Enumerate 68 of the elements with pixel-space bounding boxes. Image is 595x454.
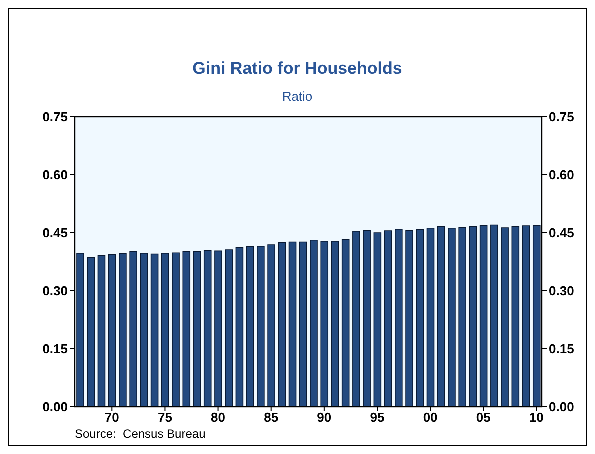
bar <box>130 252 138 407</box>
source-note: Source: Census Bureau <box>75 427 206 441</box>
bar <box>352 231 360 407</box>
bar <box>172 252 180 407</box>
bar <box>363 230 371 407</box>
bar <box>162 253 170 407</box>
bar <box>98 255 106 407</box>
bar <box>87 257 96 407</box>
bar <box>501 228 509 407</box>
bar <box>416 230 424 407</box>
x-tick-label: 80 <box>211 410 226 426</box>
bar <box>480 225 488 407</box>
y-tick-label: 0.00 <box>42 400 68 415</box>
bar <box>119 253 127 407</box>
y-tick-label: 0.45 <box>42 226 68 241</box>
bar <box>108 254 116 407</box>
y2-tick-label: 0.30 <box>549 284 574 299</box>
bar <box>257 246 265 407</box>
y-tick-label: 0.15 <box>42 342 68 357</box>
bar <box>225 250 233 407</box>
y2-tick-label: 0.15 <box>549 342 574 357</box>
y-tick-label: 0.30 <box>42 284 68 299</box>
bar <box>395 229 403 407</box>
x-tick-label: 90 <box>317 410 332 426</box>
bar <box>512 226 520 407</box>
y-tick-label: 0.60 <box>42 168 68 183</box>
bar <box>140 253 148 407</box>
bar <box>437 226 446 407</box>
x-tick-label: 95 <box>370 410 385 426</box>
bar <box>426 228 435 407</box>
bar <box>448 228 456 407</box>
y2-tick-label: 0.45 <box>549 226 574 241</box>
bar <box>406 230 414 407</box>
bar <box>331 241 340 407</box>
y-tick-label: 0.75 <box>42 110 68 125</box>
x-tick-label: 70 <box>104 410 120 426</box>
y2-tick-label: 0.00 <box>549 400 574 415</box>
bar <box>204 250 212 407</box>
bar <box>76 253 84 407</box>
bar <box>490 224 498 407</box>
bar <box>320 241 329 407</box>
bar <box>458 227 466 407</box>
x-tick-label: 00 <box>423 410 438 426</box>
y2-tick-label: 0.60 <box>549 168 574 183</box>
bar <box>278 242 286 407</box>
bar <box>384 230 392 407</box>
x-tick-label: 10 <box>529 410 544 426</box>
bar <box>532 225 541 407</box>
bar <box>193 251 202 407</box>
bar <box>246 246 254 407</box>
bar <box>150 254 159 407</box>
bar <box>469 226 478 407</box>
bar <box>299 242 308 407</box>
bar <box>268 244 276 407</box>
y2-tick-label: 0.75 <box>549 110 574 125</box>
bar <box>214 250 222 407</box>
bar <box>288 242 297 407</box>
chart-title: Gini Ratio for Households <box>192 59 404 79</box>
bar <box>310 240 318 407</box>
bar <box>342 239 350 407</box>
bar <box>182 251 191 407</box>
x-tick-label: 05 <box>476 410 491 426</box>
x-tick-label: 85 <box>264 410 279 426</box>
bar <box>374 232 382 407</box>
chart-subtitle: Ratio <box>281 89 314 104</box>
bar <box>522 226 530 407</box>
x-tick-label: 75 <box>158 410 172 426</box>
bar <box>236 247 244 407</box>
